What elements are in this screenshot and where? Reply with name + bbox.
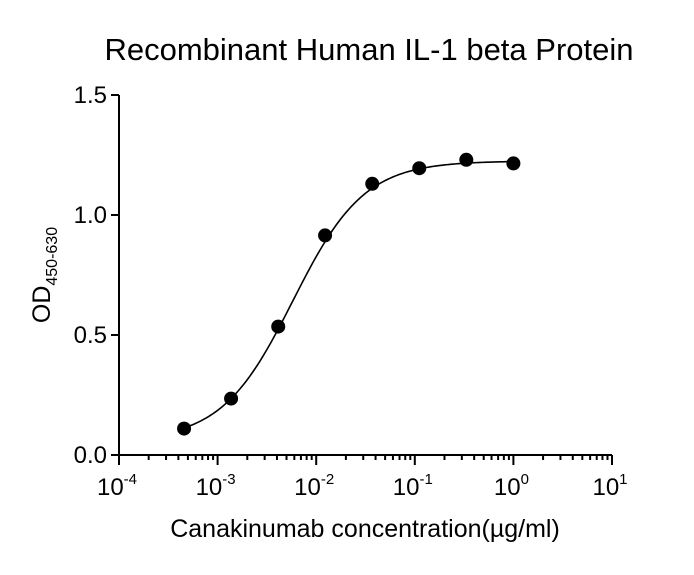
chart-title: Recombinant Human IL-1 beta Protein xyxy=(104,32,633,67)
y-tick-label: 0.5 xyxy=(74,322,107,349)
data-point xyxy=(412,161,427,176)
data-points xyxy=(177,152,521,436)
x-tick-label: 10-4 xyxy=(97,471,137,501)
plot-area xyxy=(177,152,521,436)
data-point xyxy=(459,152,474,167)
x-tick-label: 101 xyxy=(592,471,627,501)
x-axis-label: Canakinumab concentration(µg/ml) xyxy=(170,515,560,543)
data-point xyxy=(271,319,286,334)
y-tick-label: 0.0 xyxy=(74,442,107,469)
y-axis: 0.0 0.5 1.0 1.5 xyxy=(74,82,120,469)
data-point xyxy=(177,421,192,436)
x-tick-label: 100 xyxy=(494,471,529,501)
x-tick-label: 10-2 xyxy=(294,471,334,501)
y-axis-label-main: OD xyxy=(28,286,56,324)
y-tick-label: 1.5 xyxy=(74,82,107,109)
y-tick-label: 1.0 xyxy=(74,202,107,229)
x-tick-label: 10-3 xyxy=(196,471,236,501)
x-tick-label: 10-1 xyxy=(393,471,433,501)
x-axis: 10-4 10-3 10-2 10-1 100 101 xyxy=(97,454,628,501)
y-axis-label: OD450-630 xyxy=(28,227,61,323)
data-point xyxy=(224,391,239,406)
data-point xyxy=(318,228,333,243)
data-point xyxy=(506,156,521,171)
fit-curve xyxy=(183,160,514,429)
data-point xyxy=(365,176,380,191)
y-axis-label-subscript: 450-630 xyxy=(44,227,61,286)
y-ticks: 0.0 0.5 1.0 1.5 xyxy=(74,82,119,469)
x-ticks: 10-4 10-3 10-2 10-1 100 101 xyxy=(97,455,628,501)
